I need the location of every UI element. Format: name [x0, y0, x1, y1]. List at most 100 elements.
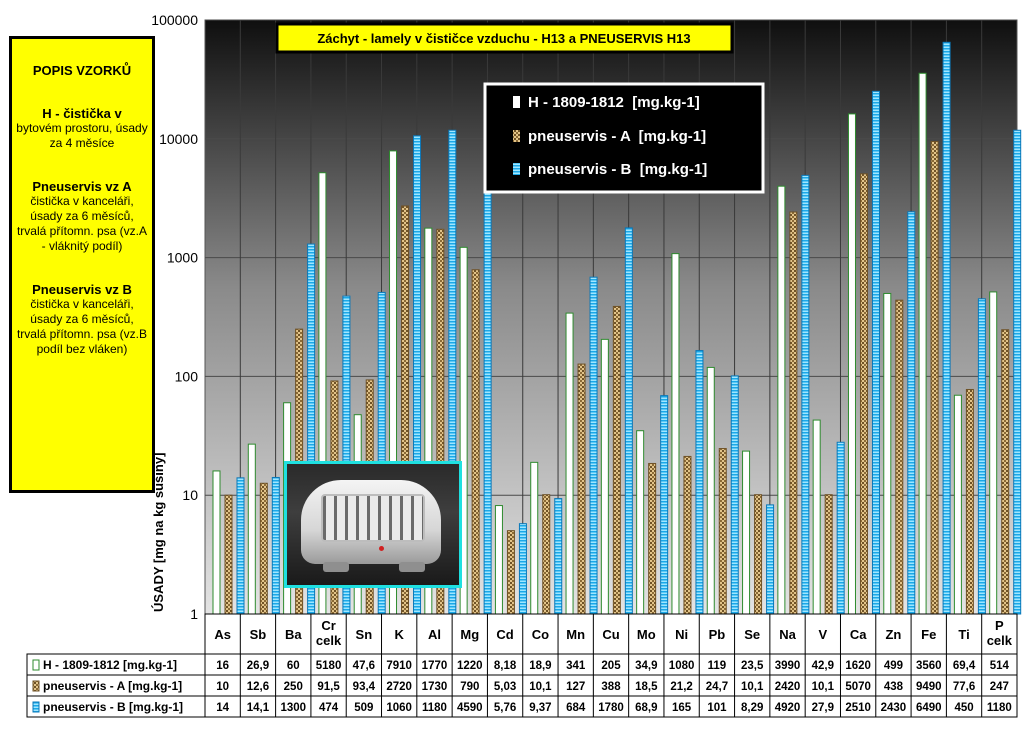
category-label: V: [818, 627, 827, 642]
category-label: Fe: [921, 627, 936, 642]
bar-a-na: [789, 211, 798, 615]
table-value: 24,7: [706, 681, 728, 693]
table-value: 165: [672, 702, 692, 714]
category-label: Mg: [460, 627, 479, 642]
bar-a-cd: [506, 530, 515, 615]
bar-b-mo: [660, 395, 669, 615]
bar-h-ti: [953, 394, 962, 615]
bar-b-se: [766, 504, 775, 615]
bar-a-mn: [577, 363, 586, 615]
category-label: Sn: [356, 627, 373, 642]
purifier-foot-left: [323, 562, 349, 572]
y-tick-label: 100: [175, 368, 199, 384]
table-value: 68,9: [635, 702, 657, 714]
bar-h-ca: [847, 113, 856, 615]
y-tick-label: 100000: [151, 12, 198, 28]
table-value: 1300: [280, 702, 306, 714]
bar-b-ni: [695, 350, 704, 615]
table-value: 1180: [422, 702, 447, 714]
legend-swatch-a: [513, 130, 520, 142]
table-value: 4590: [457, 702, 483, 714]
legend-label-a: pneuservis - A [mg.kg-1]: [528, 128, 706, 145]
bar-b-ca: [871, 90, 880, 615]
category-label: Sb: [250, 627, 267, 642]
table-series-swatch: [32, 701, 40, 713]
bar-h-zn: [883, 292, 892, 615]
sample-b-title: Pneuservis vz B: [32, 282, 132, 297]
bar-h-se: [742, 450, 751, 615]
table-value: 1220: [457, 660, 483, 672]
y-tick-label: 10: [182, 487, 198, 503]
table-value: 10,1: [812, 681, 835, 693]
table-value: 9,37: [529, 702, 551, 714]
table-value: 474: [319, 702, 339, 714]
table-series-label: pneuservis - B [mg.kg-1]: [43, 700, 183, 714]
table-value: 10: [216, 681, 229, 693]
category-label: Cd: [496, 627, 513, 642]
bar-h-fe: [918, 72, 927, 615]
table-value: 509: [354, 702, 373, 714]
table-value: 341: [566, 660, 586, 672]
category-label: K: [394, 627, 404, 642]
bar-b-as: [236, 477, 245, 615]
table-value: 60: [287, 660, 300, 672]
sample-b-text: čistička v kanceláři, úsady za 6 měsíců,…: [16, 297, 148, 356]
table-value: 499: [884, 660, 903, 672]
bar-h-v: [812, 419, 821, 615]
bar-a-mo: [648, 462, 657, 615]
table-value: 10,1: [529, 681, 552, 693]
table-value: 388: [601, 681, 621, 693]
sample-description-panel: POPIS VZORKŮ H - čistička v bytovém pros…: [9, 36, 155, 493]
bar-h-pb: [706, 366, 715, 615]
category-label: Cr: [321, 618, 335, 633]
category-label: Pb: [709, 627, 726, 642]
table-value: 34,9: [635, 660, 657, 672]
sample-a-text: čistička v kanceláři, úsady za 6 měsíců,…: [16, 194, 148, 253]
table-value: 6490: [916, 702, 942, 714]
table-value: 9490: [916, 681, 942, 693]
table-series-label: H - 1809-1812 [mg.kg-1]: [43, 658, 177, 672]
bar-h-na: [777, 185, 786, 615]
bar-h-cu: [600, 338, 609, 615]
bar-a-co: [542, 494, 551, 615]
bar-b-mg: [483, 178, 492, 615]
bar-h-as: [212, 470, 221, 615]
air-purifier-photo: [284, 461, 462, 588]
table-value: 12,6: [247, 681, 269, 693]
purifier-grille: [321, 494, 425, 542]
category-label: celk: [316, 633, 342, 648]
sidebar-title: POPIS VZORKŮ: [32, 63, 132, 78]
table-value: 2420: [775, 681, 801, 693]
category-label: Cu: [602, 627, 619, 642]
bar-h-cd: [494, 505, 503, 615]
table-value: 1080: [669, 660, 695, 672]
bar-b-ti: [977, 298, 986, 615]
table-value: 16: [216, 660, 229, 672]
table-value: 247: [990, 681, 1009, 693]
table-value: 101: [707, 702, 727, 714]
table-value: 1180: [987, 702, 1012, 714]
bar-b-cu: [624, 227, 633, 615]
bar-b-fe: [942, 41, 951, 615]
bar-b-mn: [589, 276, 598, 615]
bar-b-v: [836, 441, 845, 615]
sample-h-text: bytovém prostoru, úsady za 4 měsíce: [16, 121, 148, 150]
bar-a-as: [224, 494, 233, 615]
table-value: 1730: [422, 681, 448, 693]
table-series-swatch: [32, 680, 40, 692]
category-label: Ti: [958, 627, 969, 642]
bar-h-mn: [565, 312, 574, 615]
chart-title-box: Záchyt - lamely v čističce vzduchu - H13…: [275, 22, 734, 54]
category-label: Mn: [566, 627, 585, 642]
table-series-label: pneuservis - A [mg.kg-1]: [43, 679, 182, 693]
purifier-led: [379, 546, 384, 551]
category-label: Mo: [637, 627, 656, 642]
table-value: 2430: [881, 702, 907, 714]
table-value: 77,6: [953, 681, 975, 693]
bar-h-co: [530, 461, 539, 615]
table-value: 8,18: [494, 660, 517, 672]
table-frame: [204, 613, 1018, 718]
legend-label-b: pneuservis - B [mg.kg-1]: [528, 161, 707, 178]
category-label: Co: [532, 627, 549, 642]
category-label: Ni: [675, 627, 688, 642]
